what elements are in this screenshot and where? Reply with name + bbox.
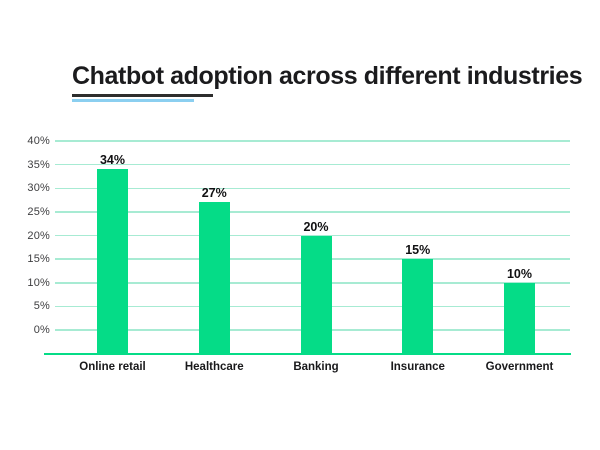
y-tick-label-0: 0% bbox=[33, 324, 50, 336]
bar-healthcare bbox=[198, 202, 230, 354]
y-tick-label-25: 25% bbox=[27, 205, 50, 218]
bar-value-label-online-retail: 34% bbox=[99, 153, 126, 168]
bar-value-label-insurance: 15% bbox=[405, 243, 431, 258]
bar-insurance bbox=[402, 259, 434, 354]
y-tick-label-15: 15% bbox=[27, 253, 50, 266]
bar-value-label-banking: 20% bbox=[303, 219, 329, 234]
y-tick-label-20: 20% bbox=[27, 229, 50, 242]
bar-value-label-healthcare: 27% bbox=[201, 186, 227, 201]
chart-title: Chatbot adoption across different indust… bbox=[72, 62, 583, 90]
gridline-30 bbox=[55, 187, 570, 189]
bar-value-label-government: 10% bbox=[506, 266, 533, 281]
bar-banking bbox=[300, 235, 332, 354]
gridline-35 bbox=[55, 163, 570, 166]
x-axis-label-online-retail: Online retail bbox=[79, 361, 146, 373]
bar-government bbox=[504, 282, 535, 354]
y-tick-label-10: 10% bbox=[27, 276, 50, 289]
gridline-40 bbox=[55, 140, 570, 142]
y-tick-label-30: 30% bbox=[27, 182, 50, 195]
gridline-25 bbox=[55, 211, 570, 213]
y-tick-label-5: 5% bbox=[33, 300, 50, 313]
x-axis-label-government: Government bbox=[485, 361, 554, 373]
bar-online-retail bbox=[97, 169, 128, 354]
y-tick-label-35: 35% bbox=[27, 158, 50, 171]
title-underline-dark bbox=[72, 94, 213, 97]
x-axis-label-insurance: Insurance bbox=[390, 361, 445, 373]
title-underline-blue bbox=[72, 98, 194, 102]
y-tick-label-40: 40% bbox=[27, 135, 50, 147]
x-axis-label-banking: Banking bbox=[293, 361, 339, 373]
x-axis-line bbox=[44, 353, 571, 355]
x-axis-label-healthcare: Healthcare bbox=[184, 361, 244, 373]
